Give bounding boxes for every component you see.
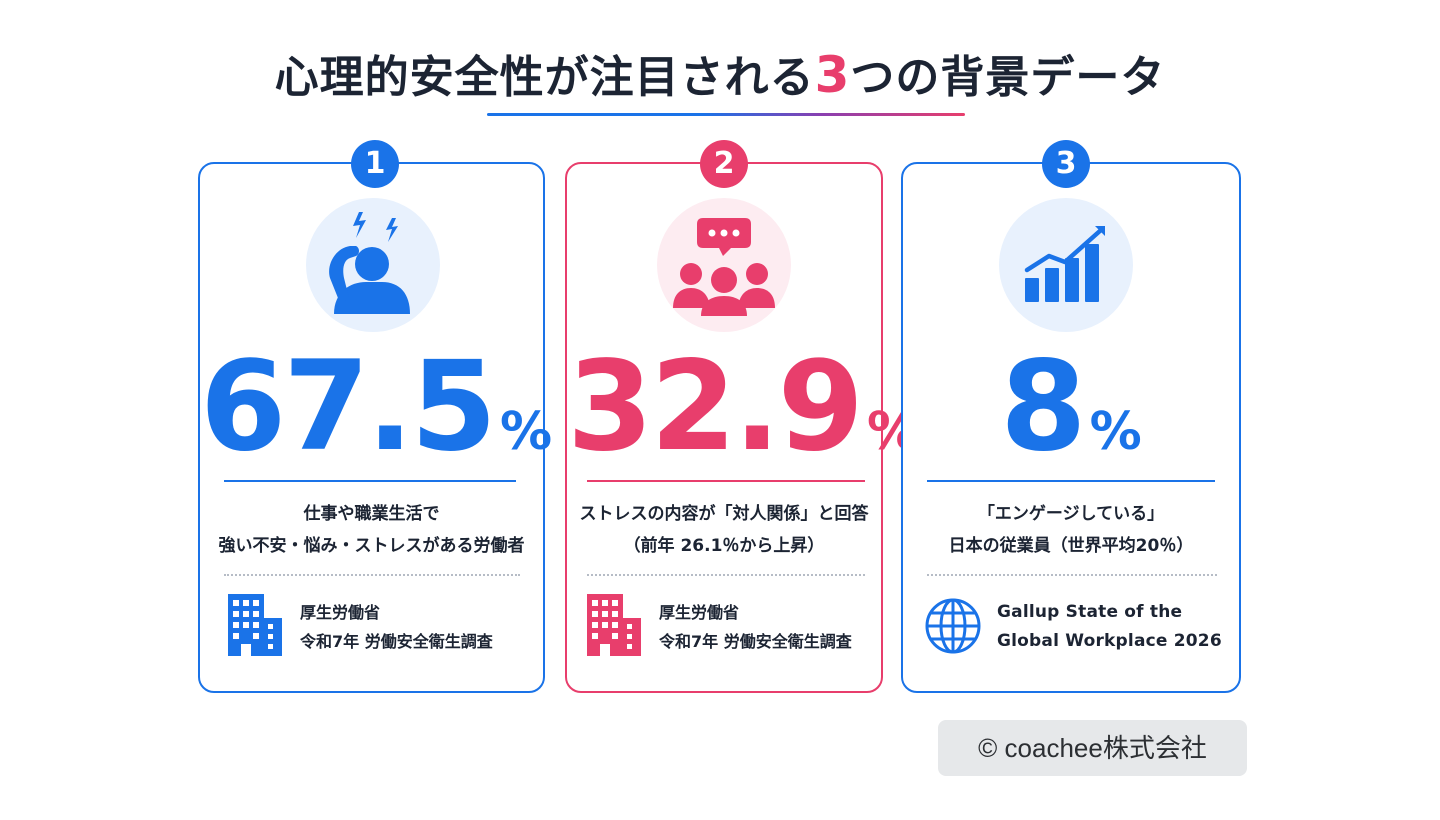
stat-card-2: 32.9% ストレスの内容が「対人関係」と回答 （前年 26.1％から上昇） 厚…: [565, 162, 920, 693]
stat-value: 67.5%: [200, 335, 553, 479]
stat-divider: [587, 480, 865, 482]
card-number-badge-1: 1: [351, 140, 399, 188]
source-block: 厚生労働省 令和7年 労働安全衛生調査: [567, 592, 881, 662]
building-icon: [587, 594, 641, 656]
stat-description: 「エンゲージしている」 日本の従業員（世界平均20％）: [948, 504, 1194, 556]
title-number: 3: [814, 46, 851, 104]
source-text: 厚生労働省 令和7年 労働安全衛生調査: [300, 603, 493, 651]
stat-value: 32.9%: [567, 335, 920, 479]
dotted-separator: [587, 574, 865, 576]
source-block: Gallup State of the Global Workplace 202…: [903, 592, 1239, 662]
title-underline: [487, 113, 965, 116]
globe-icon: [925, 598, 981, 654]
stat-card-3: 8% 「エンゲージしている」 日本の従業員（世界平均20％） Gallup St…: [901, 162, 1241, 693]
stat-divider: [224, 480, 516, 482]
card-number-badge-2: 2: [700, 140, 748, 188]
dotted-separator: [927, 574, 1217, 576]
title-text: 心理的安全性が注目される3つの背景データ: [274, 46, 1166, 104]
stat-card-1: 67.5% 仕事や職業生活で 強い不安・悩み・ストレスがある労働者 厚生労働省 …: [198, 162, 553, 693]
page-title: 心理的安全性が注目される3つの背景データ: [0, 44, 1440, 109]
source-text: Gallup State of the Global Workplace 202…: [997, 602, 1222, 651]
copyright-label: © coachee株式会社: [938, 720, 1247, 776]
stat-value: 8%: [1000, 335, 1142, 479]
building-icon: [228, 594, 282, 656]
dotted-separator: [224, 574, 520, 576]
stressed-person-icon: [306, 198, 440, 332]
card-number-badge-3: 3: [1042, 140, 1090, 188]
group-chat-icon: [657, 198, 791, 332]
stat-description: 仕事や職業生活で 強い不安・悩み・ストレスがある労働者: [218, 504, 525, 556]
source-block: 厚生労働省 令和7年 労働安全衛生調査: [200, 592, 543, 662]
growth-chart-icon: [999, 198, 1133, 332]
stat-description: ストレスの内容が「対人関係」と回答 （前年 26.1％から上昇）: [579, 504, 869, 556]
source-text: 厚生労働省 令和7年 労働安全衛生調査: [659, 603, 852, 651]
stat-divider: [927, 480, 1215, 482]
